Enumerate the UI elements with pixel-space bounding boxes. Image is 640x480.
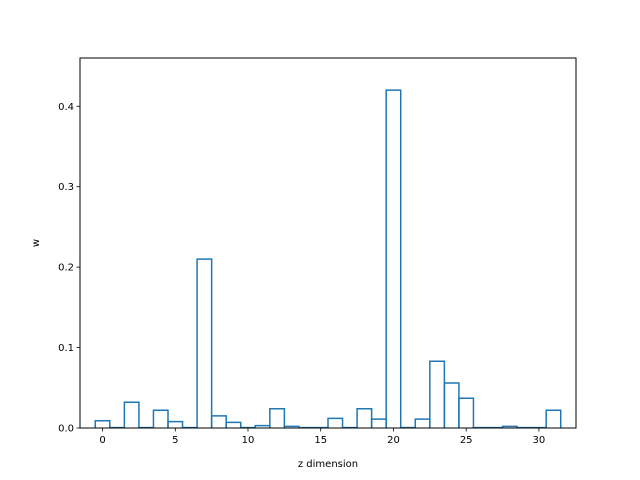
y-axis-ticks: 0.0 0.1 0.2 0.3 0.4 bbox=[58, 102, 80, 435]
histogram-bin bbox=[269, 407, 286, 428]
histogram-bin bbox=[196, 258, 213, 428]
histogram-bin bbox=[152, 409, 169, 428]
x-axis-ticks: 0 5 10 15 20 25 30 bbox=[99, 428, 545, 446]
y-tick-label: 0.0 bbox=[58, 424, 74, 435]
x-axis-label: z dimension bbox=[298, 459, 358, 470]
x-tick-label: 5 bbox=[172, 435, 178, 446]
x-tick-label: 20 bbox=[387, 435, 400, 446]
histogram-marks bbox=[94, 89, 562, 429]
x-tick-label: 30 bbox=[533, 435, 546, 446]
histogram-bin bbox=[225, 421, 242, 428]
x-tick-label: 0 bbox=[99, 435, 105, 446]
histogram-bin bbox=[167, 420, 184, 428]
plot-frame bbox=[79, 57, 577, 429]
x-tick-label: 25 bbox=[460, 435, 473, 446]
histogram-bin bbox=[356, 407, 373, 428]
y-tick-label: 0.4 bbox=[58, 102, 74, 113]
y-tick-label: 0.2 bbox=[58, 263, 74, 274]
y-tick-label: 0.3 bbox=[58, 182, 74, 193]
x-tick-label: 15 bbox=[314, 435, 327, 446]
y-axis-label: w bbox=[31, 239, 42, 247]
x-tick-label: 10 bbox=[242, 435, 255, 446]
y-tick-label: 0.1 bbox=[58, 343, 74, 354]
histogram-bin bbox=[94, 420, 111, 428]
histogram-bin bbox=[458, 397, 475, 428]
histogram-bin bbox=[327, 417, 344, 428]
histogram-bin bbox=[123, 401, 140, 428]
histogram-bin bbox=[385, 89, 402, 428]
plot-background bbox=[80, 58, 576, 428]
histogram-bin bbox=[545, 409, 562, 428]
